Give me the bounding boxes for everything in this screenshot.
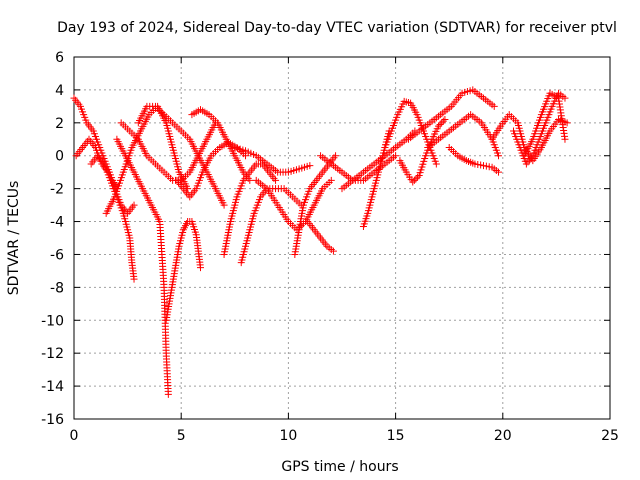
data-point-plus [490,102,498,110]
x-tick-label: 5 [177,428,186,444]
x-tick-label: 0 [70,428,79,444]
data-point-plus [563,119,571,127]
tick-layer: 0 5 10 15 20 25 -16 -14 -12 -10 -8 -6 -4 -2 0 2 4 6 [41,50,619,444]
series-arc [72,135,138,217]
data-point-plus [438,119,446,127]
y-tick-label: 6 [55,50,64,66]
data-point-plus [409,178,417,186]
x-tick-label: 15 [387,428,405,444]
data-point-plus [410,176,418,184]
marker-layer [70,86,571,398]
data-point-plus [432,160,440,168]
data-point-plus [441,116,449,124]
data-point-plus [130,201,138,209]
data-point-plus [480,162,488,170]
data-point-plus [439,117,447,125]
y-tick-label: -14 [41,379,64,395]
x-tick-label: 10 [279,428,297,444]
data-point-plus [392,152,400,160]
y-tick-label: -8 [50,280,64,296]
data-point-plus [164,390,172,398]
data-point-plus [485,163,493,171]
data-point-plus [495,168,503,176]
data-point-plus [474,161,482,169]
series-arc [291,152,340,258]
grid-layer [74,57,610,419]
data-point-plus [272,176,280,184]
data-point-plus [434,122,442,130]
data-point-plus [327,176,335,184]
data-point-plus [561,135,569,143]
data-point-plus [220,201,228,209]
y-axis-label: SDTVAR / TECUs [6,181,22,296]
data-point-plus [196,264,204,272]
data-point-plus [306,162,314,170]
data-point-plus [130,275,138,283]
series-arc [162,218,204,324]
data-point-plus [329,247,337,255]
data-point-plus [477,161,485,169]
series-arc [338,127,419,193]
data-point-plus [482,162,490,170]
y-tick-label: -4 [50,215,64,231]
series-arc [424,111,503,160]
y-tick-label: -6 [50,247,64,263]
y-tick-label: 4 [55,83,64,99]
y-tick-label: -10 [41,313,64,329]
y-tick-label: 0 [55,149,64,165]
series-arc [520,89,569,160]
y-tick-label: -2 [50,182,64,198]
series-arc [173,139,250,201]
series-arc [359,127,393,230]
series-arc [220,160,280,258]
data-point-plus [471,160,479,168]
chart-title: Day 193 of 2024, Sidereal Day-to-day VTE… [57,20,617,36]
x-tick-label: 25 [601,428,619,444]
x-axis-label: GPS time / hours [281,459,398,475]
series-arc [404,86,498,143]
data-point-plus [412,175,420,183]
y-tick-label: -16 [41,412,64,428]
data-point-plus [436,120,444,128]
series-arc [134,102,228,209]
series-arc [237,185,305,267]
data-point-plus [414,173,422,181]
data-point-plus [332,152,340,160]
y-tick-label: 2 [55,116,64,132]
series-arc [252,176,335,234]
data-point-plus [495,152,503,160]
data-point-plus [246,176,254,184]
plot-frame [73,56,611,420]
series-arc [87,152,138,283]
x-tick-label: 20 [494,428,512,444]
series-arc [113,135,172,398]
y-tick-label: -12 [41,346,64,362]
series-arc [231,144,314,176]
series-arc [445,144,503,176]
series-arc [304,218,337,255]
data-point-plus [561,94,569,102]
